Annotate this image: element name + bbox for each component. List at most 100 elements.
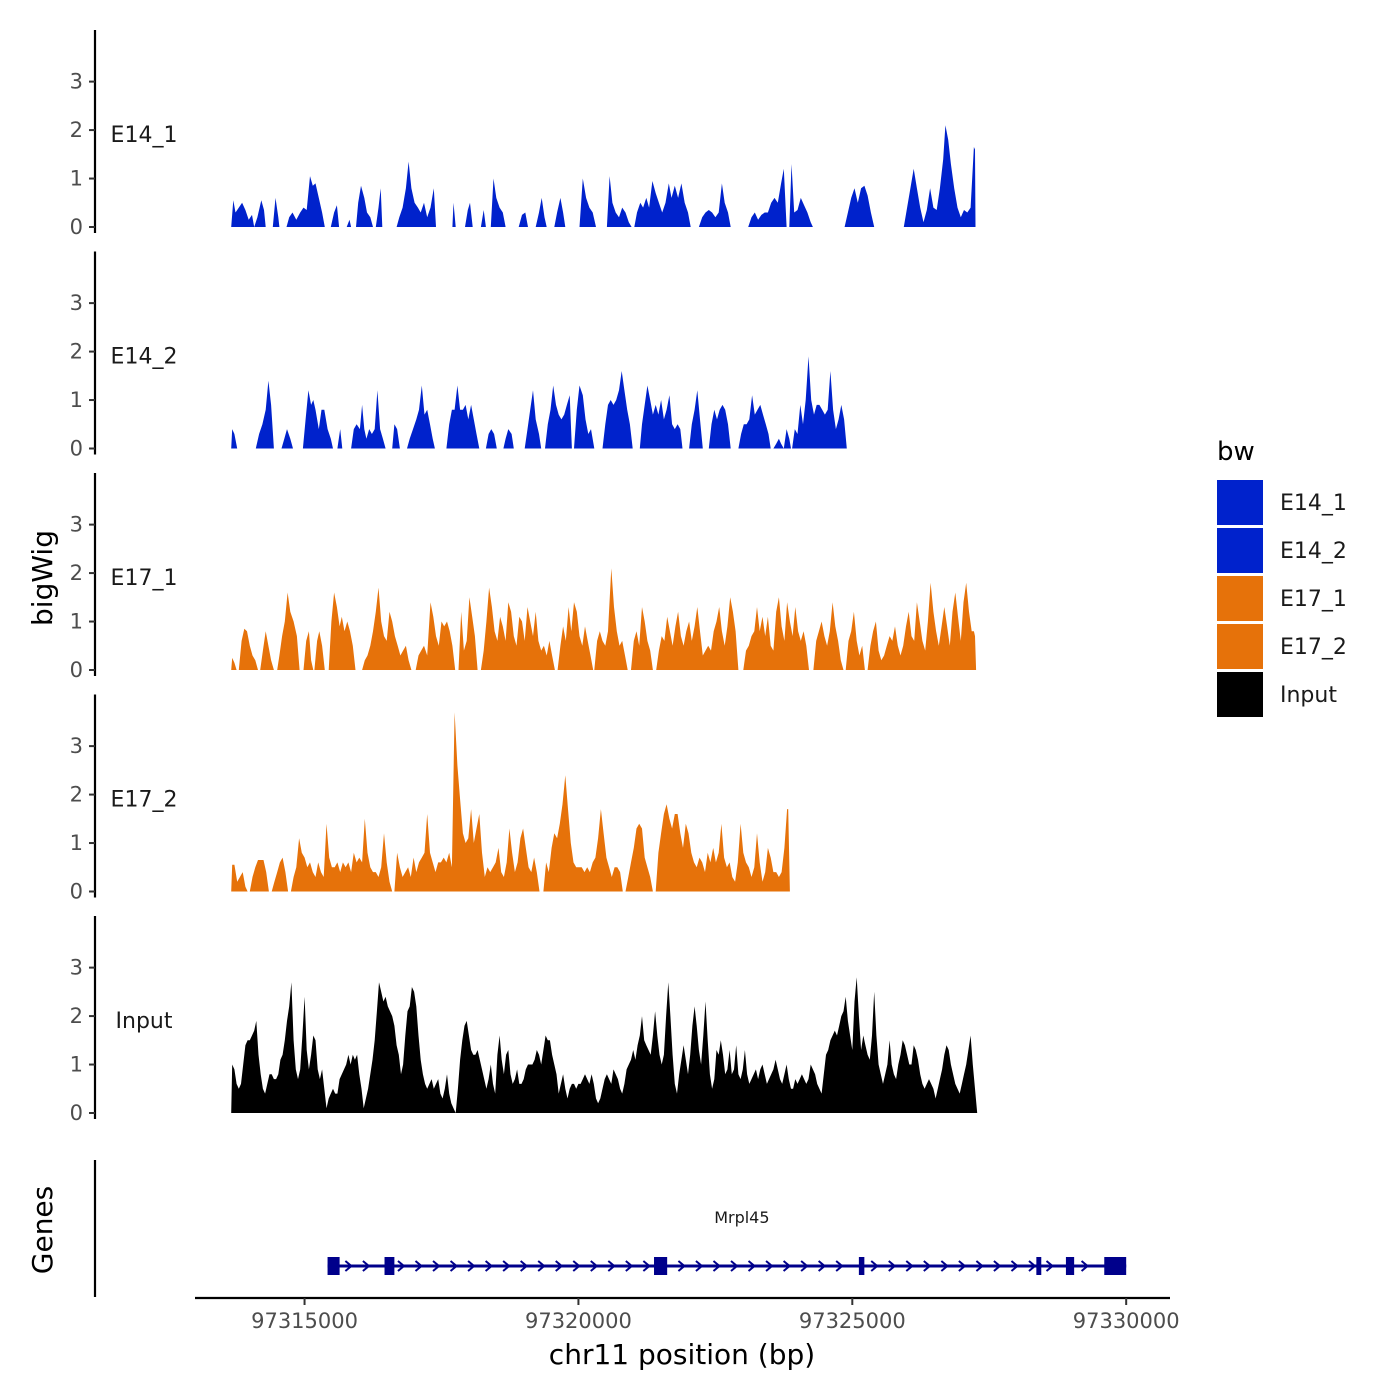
- y-axis-label: bigWig: [26, 530, 59, 626]
- y-tick-label: 1: [70, 167, 83, 191]
- y-tick-label: 1: [70, 831, 83, 855]
- coverage-area-e17-2: [231, 712, 790, 892]
- genes-track: Mrpl45: [93, 1160, 1127, 1297]
- strand-arrow: [923, 1260, 932, 1272]
- strand-arrow: [502, 1260, 511, 1272]
- track-panel-e14-1: 0 1 2 3 E14_1: [70, 30, 976, 239]
- legend-label: E14_2: [1280, 539, 1347, 564]
- legend: bw E14_1 E14_2 E17_1 E17_2 Input: [1217, 437, 1347, 717]
- strand-arrow: [572, 1260, 581, 1272]
- legend-swatch: [1217, 624, 1263, 669]
- strand-arrow: [1080, 1260, 1090, 1272]
- strand-arrow: [712, 1260, 722, 1272]
- strand-arrow: [835, 1260, 844, 1272]
- strand-arrow: [905, 1260, 914, 1272]
- legend-swatch: [1217, 480, 1263, 525]
- tracks-layer: 0 1 2 3 E14_1 0 1 2 3 E14_2 0 1 2 3 E17_1 0 1 2 3 E17_2 0 1 2 3…: [70, 30, 978, 1125]
- y-tick-label: 3: [70, 513, 83, 537]
- y-tick-label: 0: [70, 658, 83, 682]
- y-tick-label: 0: [70, 880, 83, 904]
- gene-exon: [858, 1257, 865, 1275]
- y-tick-label: 3: [70, 291, 83, 315]
- strand-arrow: [1010, 1260, 1020, 1272]
- gene-exon: [384, 1257, 395, 1275]
- legend-label: E17_2: [1280, 635, 1347, 660]
- strand-arrow: [782, 1260, 792, 1272]
- gene-exon: [1065, 1257, 1075, 1275]
- coverage-area-e14-2: [231, 356, 847, 449]
- y-tick-label: 0: [70, 1101, 83, 1125]
- strand-arrow: [888, 1260, 897, 1272]
- gene-exon: [1104, 1257, 1127, 1275]
- y-tick-label: 2: [70, 118, 83, 142]
- strand-arrow: [555, 1260, 564, 1272]
- track-panel-e17-2: 0 1 2 3 E17_2: [70, 694, 790, 904]
- coverage-area-input: [231, 977, 978, 1113]
- strand-arrow: [695, 1260, 704, 1272]
- strand-arrow: [975, 1260, 984, 1272]
- strand-arrow: [362, 1260, 371, 1272]
- strand-arrow: [344, 1260, 353, 1272]
- y-tick-label: 1: [70, 388, 83, 412]
- strand-arrow: [870, 1260, 879, 1272]
- track-panel-e17-1: 0 1 2 3 E17_1: [70, 473, 977, 682]
- x-tick-label: 97330000: [1073, 1309, 1180, 1333]
- strand-arrow: [432, 1260, 441, 1272]
- legend-label: Input: [1280, 683, 1337, 708]
- strand-arrow: [817, 1260, 827, 1272]
- strand-arrow: [940, 1260, 949, 1272]
- gene-exon: [1036, 1257, 1042, 1275]
- x-tick-label: 97325000: [799, 1309, 906, 1333]
- y-tick-label: 2: [70, 1004, 83, 1028]
- track-panel-e14-2: 0 1 2 3 E14_2: [70, 251, 847, 461]
- track-panel-input: 0 1 2 3 Input: [70, 916, 978, 1125]
- coverage-area-e14-1: [231, 125, 976, 227]
- strand-arrow: [607, 1260, 616, 1272]
- strand-arrow: [537, 1260, 546, 1272]
- strand-arrow: [958, 1260, 967, 1272]
- strand-arrow: [677, 1260, 686, 1272]
- track-label: E17_2: [111, 788, 178, 813]
- genes-axis-label: Genes: [26, 1186, 59, 1274]
- strand-arrow: [625, 1260, 634, 1272]
- strand-arrow: [800, 1260, 809, 1272]
- gene-exon: [327, 1257, 340, 1275]
- y-tick-label: 3: [70, 956, 83, 980]
- legend-title: bw: [1217, 437, 1255, 467]
- track-label: Input: [116, 1009, 173, 1034]
- strand-arrow: [1028, 1260, 1037, 1272]
- y-tick-label: 1: [70, 610, 83, 634]
- legend-swatch: [1217, 528, 1263, 573]
- y-tick-label: 3: [70, 70, 83, 94]
- strand-arrow: [730, 1260, 739, 1272]
- strand-arrow: [1045, 1260, 1055, 1272]
- gene-mrpl45: Mrpl45: [327, 1208, 1127, 1275]
- strand-arrow: [397, 1260, 406, 1272]
- y-tick-label: 0: [70, 437, 83, 461]
- y-tick-label: 2: [70, 561, 83, 585]
- strand-arrow: [520, 1260, 529, 1272]
- strand-arrow: [642, 1260, 651, 1272]
- strand-arrow: [993, 1260, 1002, 1272]
- coverage-area-e17-1: [231, 568, 977, 670]
- legend-label: E17_1: [1280, 587, 1347, 612]
- y-tick-label: 1: [70, 1053, 83, 1077]
- x-axis: 97315000 97320000 97325000 97330000: [195, 1296, 1180, 1333]
- x-tick-label: 97320000: [525, 1309, 632, 1333]
- strand-arrow: [747, 1260, 757, 1272]
- strand-arrow: [449, 1260, 459, 1272]
- gene-exon: [654, 1257, 668, 1275]
- x-axis-label: chr11 position (bp): [549, 1338, 815, 1371]
- strand-arrow: [765, 1260, 774, 1272]
- gene-name: Mrpl45: [714, 1208, 769, 1227]
- y-tick-label: 2: [70, 340, 83, 364]
- x-tick-label: 97315000: [251, 1309, 358, 1333]
- track-label: E14_2: [111, 345, 178, 370]
- strand-arrow: [590, 1260, 599, 1272]
- track-label: E14_1: [111, 123, 178, 148]
- legend-label: E14_1: [1280, 491, 1347, 516]
- y-tick-label: 3: [70, 734, 83, 758]
- strand-arrow: [467, 1260, 476, 1272]
